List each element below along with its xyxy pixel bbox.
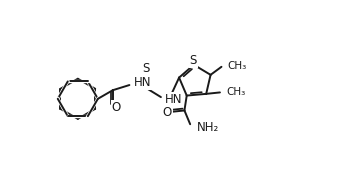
Text: O: O bbox=[163, 106, 172, 119]
Text: S: S bbox=[190, 54, 197, 67]
Text: HN: HN bbox=[134, 76, 151, 89]
Text: S: S bbox=[142, 62, 150, 75]
Text: NH₂: NH₂ bbox=[197, 121, 219, 134]
Text: O: O bbox=[112, 101, 121, 114]
Text: CH₃: CH₃ bbox=[228, 61, 247, 71]
Text: CH₃: CH₃ bbox=[226, 88, 245, 98]
Text: HN: HN bbox=[165, 93, 182, 106]
